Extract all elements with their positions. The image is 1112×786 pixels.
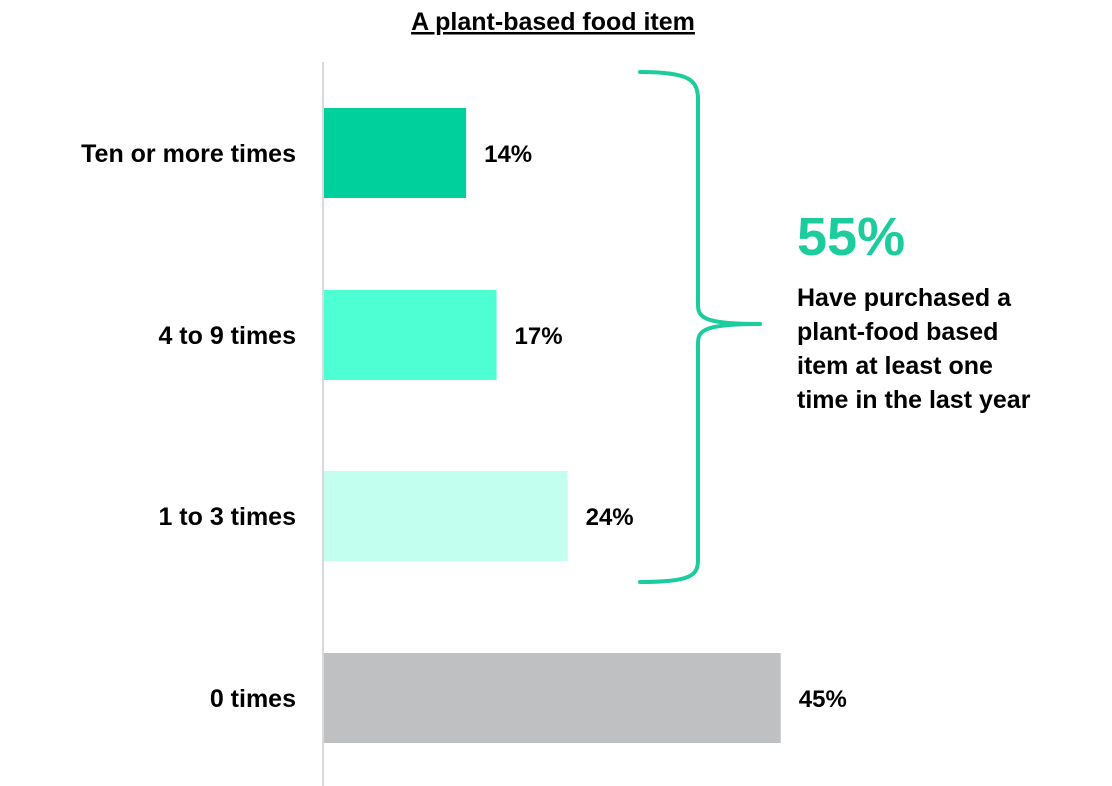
- bar-0: [324, 108, 467, 198]
- callout-brace: [638, 70, 762, 584]
- category-label-0: Ten or more times: [81, 140, 296, 168]
- category-labels: Ten or more times 4 to 9 times 1 to 3 time…: [81, 140, 296, 713]
- chart-title: A plant-based food item: [411, 8, 695, 36]
- callout-line-1: plant-food based: [797, 318, 998, 346]
- value-label-1: 17%: [515, 323, 563, 350]
- bar-2: [324, 471, 568, 561]
- callout-value: 55%: [797, 207, 905, 267]
- value-label-0: 14%: [484, 141, 532, 168]
- value-label-2: 24%: [586, 504, 634, 531]
- callout-line-3: time in the last year: [797, 386, 1031, 414]
- bars-group: [324, 108, 781, 743]
- callout-line-2: item at least one: [797, 352, 993, 380]
- category-label-2: 1 to 3 times: [158, 503, 296, 531]
- value-label-3: 45%: [799, 686, 847, 713]
- callout-text: Have purchased a plant-food based item at …: [797, 284, 1031, 414]
- value-labels: 14% 17% 24% 45%: [484, 141, 847, 713]
- category-label-1: 4 to 9 times: [158, 322, 296, 350]
- bar-3: [324, 653, 781, 743]
- callout-line-0: Have purchased a: [797, 284, 1012, 312]
- bar-1: [324, 290, 497, 380]
- category-label-3: 0 times: [210, 685, 296, 713]
